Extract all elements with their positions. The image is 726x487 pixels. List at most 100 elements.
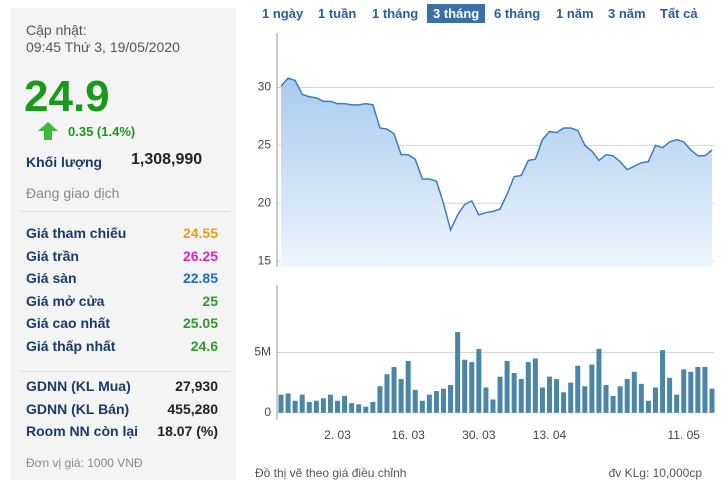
volume-bar — [377, 386, 383, 413]
volume-bar — [320, 398, 326, 413]
volume-bar — [709, 388, 715, 413]
y-tick-label: 0 — [264, 405, 271, 419]
volume-bar — [448, 385, 454, 413]
volume-bar — [313, 400, 319, 413]
foreign-label: GDNN (KL Bán) — [26, 400, 130, 417]
price-line — [280, 77, 713, 233]
volume-bar — [391, 366, 397, 413]
volume-bar — [645, 400, 651, 413]
volume-bar — [370, 401, 376, 413]
volume-bar — [455, 332, 461, 413]
foreign-label: GDNN (KL Mua) — [26, 378, 131, 394]
price-value: 22.85 — [182, 270, 218, 286]
foreign-value: 27,930 — [175, 378, 218, 394]
price-label: Giá cao nhất — [26, 315, 111, 331]
separator — [20, 211, 230, 212]
volume-bar — [582, 386, 588, 413]
range-tab[interactable]: 1 tuần — [318, 6, 357, 21]
volume-bar — [299, 394, 305, 413]
price-label: Giá mở cửa — [26, 292, 105, 309]
volume-bar — [327, 394, 333, 413]
volume-bar — [575, 365, 581, 413]
volume-bar — [603, 385, 609, 413]
range-tab[interactable]: 3 tháng — [427, 4, 486, 23]
volume-bar — [483, 387, 489, 413]
volume-bar — [476, 348, 482, 413]
chart-note: Đồ thị vẽ theo giá điều chỉnh — [255, 466, 407, 480]
volume-bar — [292, 400, 298, 413]
x-tick-label: 2. 03 — [324, 428, 351, 442]
y-tick-label: 30 — [258, 80, 272, 94]
volume-bar — [596, 348, 602, 413]
x-tick-label: 11. 05 — [667, 428, 700, 442]
price-change: 0.35 (1.4%) — [68, 124, 136, 139]
volume-bar — [546, 376, 552, 413]
volume-bar — [384, 374, 390, 413]
volume-bar — [462, 359, 468, 413]
foreign-value: 18.07 (%) — [157, 423, 218, 439]
volume-bar — [674, 394, 680, 413]
volume-bar — [681, 369, 687, 413]
range-tab[interactable]: 1 năm — [556, 6, 594, 21]
price: 24.9 — [24, 72, 110, 121]
volume-bar — [631, 371, 637, 413]
y-tick-label: 25 — [258, 138, 272, 152]
price-value: 24.55 — [182, 225, 218, 241]
separator — [20, 371, 230, 372]
range-tab[interactable]: 6 tháng — [494, 6, 541, 21]
x-tick-label: 30. 03 — [462, 428, 496, 442]
volume: 1,308,990 — [131, 151, 203, 168]
volume-bar — [532, 358, 538, 413]
volume-bar — [426, 394, 432, 413]
range-tab[interactable]: Tất cả — [660, 6, 698, 21]
range-tab[interactable]: 3 năm — [608, 6, 646, 21]
volume-bar — [539, 387, 545, 413]
volume-bar — [441, 388, 447, 413]
updated-label: Cập nhật: — [26, 22, 87, 38]
volume-bar — [511, 372, 517, 413]
price-value: 26.25 — [182, 247, 218, 264]
price-label: Giá tham chiếu — [26, 225, 127, 241]
volume-bar — [617, 386, 623, 413]
volume-bar — [688, 371, 694, 413]
range-tab[interactable]: 1 ngày — [262, 6, 304, 21]
volume-bar — [335, 400, 341, 413]
volume-unit: đv KLg: 10,000cp — [608, 466, 702, 480]
volume-bar — [554, 379, 560, 413]
price-label: Giá thấp nhất — [26, 337, 116, 354]
price-value: 25 — [202, 292, 218, 309]
price-value: 24.6 — [190, 337, 218, 354]
volume-bar — [490, 399, 496, 413]
volume-bar — [518, 379, 524, 413]
volume-bar — [610, 395, 616, 413]
volume-bar — [497, 376, 503, 413]
y-tick-label: 5M — [254, 345, 271, 359]
price-area — [281, 78, 712, 267]
volume-bar — [568, 382, 574, 413]
volume-bar — [356, 404, 362, 413]
price-label: Giá sàn — [26, 270, 77, 286]
volume-bar — [561, 392, 567, 413]
volume-bar — [660, 350, 666, 413]
price-value: 25.05 — [182, 315, 218, 331]
volume-bar — [667, 377, 673, 413]
range-tab[interactable]: 1 tháng — [372, 6, 419, 21]
volume-bar — [278, 394, 284, 413]
info-panel: Cập nhật: 09:45 Thứ 3, 19/05/2020 24.9 0… — [10, 8, 236, 480]
foreign-label: Room NN còn lại — [26, 423, 139, 439]
volume-bar — [405, 360, 411, 413]
volume-bar — [638, 383, 644, 413]
volume-bar — [702, 366, 708, 413]
volume-bar — [342, 395, 348, 413]
volume-bar — [469, 362, 475, 413]
price-unit: Đơn vị giá: 1000 VNĐ — [26, 456, 143, 470]
volume-label: Khối lượng — [26, 154, 103, 170]
volume-bar — [412, 389, 418, 413]
volume-bar — [652, 387, 658, 413]
y-tick-label: 15 — [258, 253, 272, 267]
x-tick-label: 16. 03 — [391, 428, 425, 442]
volume-bar — [285, 393, 291, 413]
volume-bar — [349, 403, 355, 413]
